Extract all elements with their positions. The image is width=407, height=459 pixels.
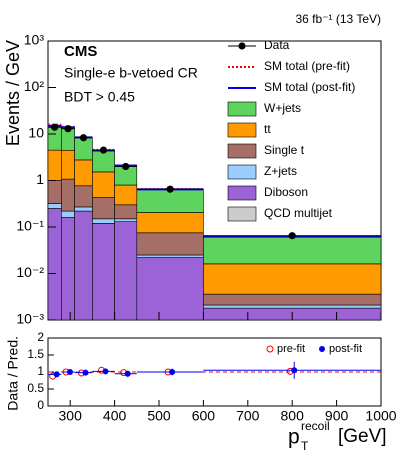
- ratio-point: [102, 368, 109, 375]
- stack-segment: [114, 184, 138, 206]
- ratio-point: [82, 369, 89, 376]
- y-axis-title: Events / GeV: [3, 40, 23, 146]
- stack-segment: [203, 236, 382, 265]
- ratio-y-tick-label: 1.5: [27, 347, 44, 361]
- ratio-point: [169, 369, 176, 375]
- legend-label: QCD multijet: [264, 206, 333, 220]
- x-tick-label: 500: [147, 408, 171, 424]
- legend-swatch: [227, 143, 257, 159]
- data-point: [64, 125, 72, 133]
- stack-segment: [74, 206, 93, 212]
- legend-label: Diboson: [264, 185, 308, 199]
- data-point: [288, 232, 296, 240]
- x-tick-label: 300: [59, 408, 83, 424]
- stack-segment: [114, 218, 138, 223]
- ratio-y-tick-label: 2: [37, 330, 44, 344]
- selection-label: BDT > 0.45: [64, 89, 135, 105]
- stack-segment: [74, 210, 93, 321]
- stack-segment: [136, 212, 204, 234]
- stack-segment: [92, 197, 115, 220]
- stack-segment: [203, 293, 382, 306]
- stack-segment: [61, 210, 75, 218]
- data-point: [99, 146, 108, 154]
- stack-segment: [92, 171, 115, 198]
- y-tick-label: 10⁻¹: [16, 218, 44, 234]
- ratio-point: [53, 371, 60, 378]
- legend-label: SM total (post-fit): [264, 80, 355, 94]
- x-tick-label: 800: [281, 408, 305, 424]
- data-point: [166, 185, 174, 193]
- stack-segment: [136, 189, 204, 213]
- stack-segment: [61, 217, 75, 321]
- y-tick-label: 10³: [24, 32, 45, 48]
- legend-swatch: [227, 206, 257, 222]
- ratio-y-tick-label: 0.5: [27, 381, 44, 395]
- data-point: [122, 162, 130, 171]
- legend-swatch: [227, 164, 257, 180]
- ratio-point: [291, 367, 298, 374]
- ratio-y-axis-title: Data / Pred.: [5, 336, 21, 411]
- experiment-label: CMS: [64, 43, 97, 60]
- stack-segment: [47, 203, 62, 209]
- stack-segment: [114, 221, 138, 321]
- legend-label: pre-fit: [277, 343, 305, 355]
- ratio-y-tick-label: 0: [37, 398, 44, 412]
- stack-segment: [203, 304, 382, 309]
- stack-segment: [47, 208, 62, 321]
- legend-label: Z+jets: [264, 164, 297, 178]
- legend-marker: [238, 42, 246, 50]
- stack-segment: [136, 232, 204, 256]
- stack-segment: [61, 178, 75, 212]
- lumi-label: 36 fb⁻¹ (13 TeV): [296, 12, 382, 26]
- y-tick-label: 10⁻³: [16, 311, 44, 327]
- stack-segment: [114, 204, 138, 220]
- ratio-point: [66, 369, 73, 375]
- legend-label: tt: [264, 122, 271, 136]
- stack-segment: [136, 254, 204, 258]
- stack-segment: [74, 185, 93, 208]
- legend-label: W+jets: [264, 101, 301, 115]
- stack-segment: [92, 223, 115, 321]
- legend-label: Data: [264, 38, 290, 52]
- legend-label: SM total (pre-fit): [264, 59, 350, 73]
- x-tick-label: 400: [103, 408, 127, 424]
- x-axis-title: p: [288, 426, 300, 449]
- stack-segment: [92, 218, 115, 224]
- data-point: [51, 123, 59, 131]
- x-tick-label: 600: [192, 408, 216, 424]
- legend-label: Single t: [264, 143, 305, 157]
- y-tick-label: 1: [36, 171, 44, 187]
- legend-marker: [319, 346, 325, 352]
- ratio-y-tick-label: 1: [37, 364, 44, 378]
- legend-swatch: [227, 185, 257, 201]
- x-tick-label: 700: [236, 408, 260, 424]
- legend-swatch: [227, 122, 257, 138]
- x-tick-label: 1000: [365, 408, 396, 424]
- y-tick-label: 10⁻²: [16, 264, 44, 280]
- stack-segment: [47, 149, 62, 181]
- x-axis-title-unit: [GeV]: [338, 426, 387, 447]
- region-label: Single-e b-vetoed CR: [64, 65, 198, 81]
- stack-segment: [61, 149, 75, 180]
- x-tick-label: 900: [325, 408, 349, 424]
- stack-segment: [136, 257, 204, 321]
- stack-segment: [203, 263, 382, 295]
- y-tick-label: 10²: [24, 78, 45, 94]
- legend-swatch: [227, 101, 257, 117]
- ratio-point: [124, 370, 131, 377]
- legend-label: post-fit: [329, 343, 362, 355]
- x-axis-title-sup: recoil: [301, 419, 330, 433]
- x-axis-title-sub: T: [301, 439, 309, 453]
- data-point: [79, 134, 88, 142]
- legend-marker: [266, 345, 274, 353]
- stack-segment: [74, 159, 93, 187]
- stack-segment: [47, 180, 62, 204]
- y-tick-label: 10: [28, 125, 44, 141]
